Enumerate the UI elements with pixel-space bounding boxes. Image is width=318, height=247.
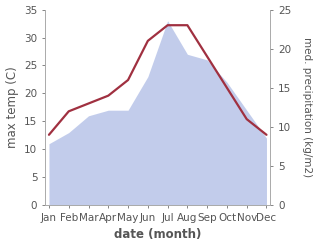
Y-axis label: max temp (C): max temp (C): [5, 66, 18, 148]
Y-axis label: med. precipitation (kg/m2): med. precipitation (kg/m2): [302, 37, 313, 177]
X-axis label: date (month): date (month): [114, 228, 201, 242]
